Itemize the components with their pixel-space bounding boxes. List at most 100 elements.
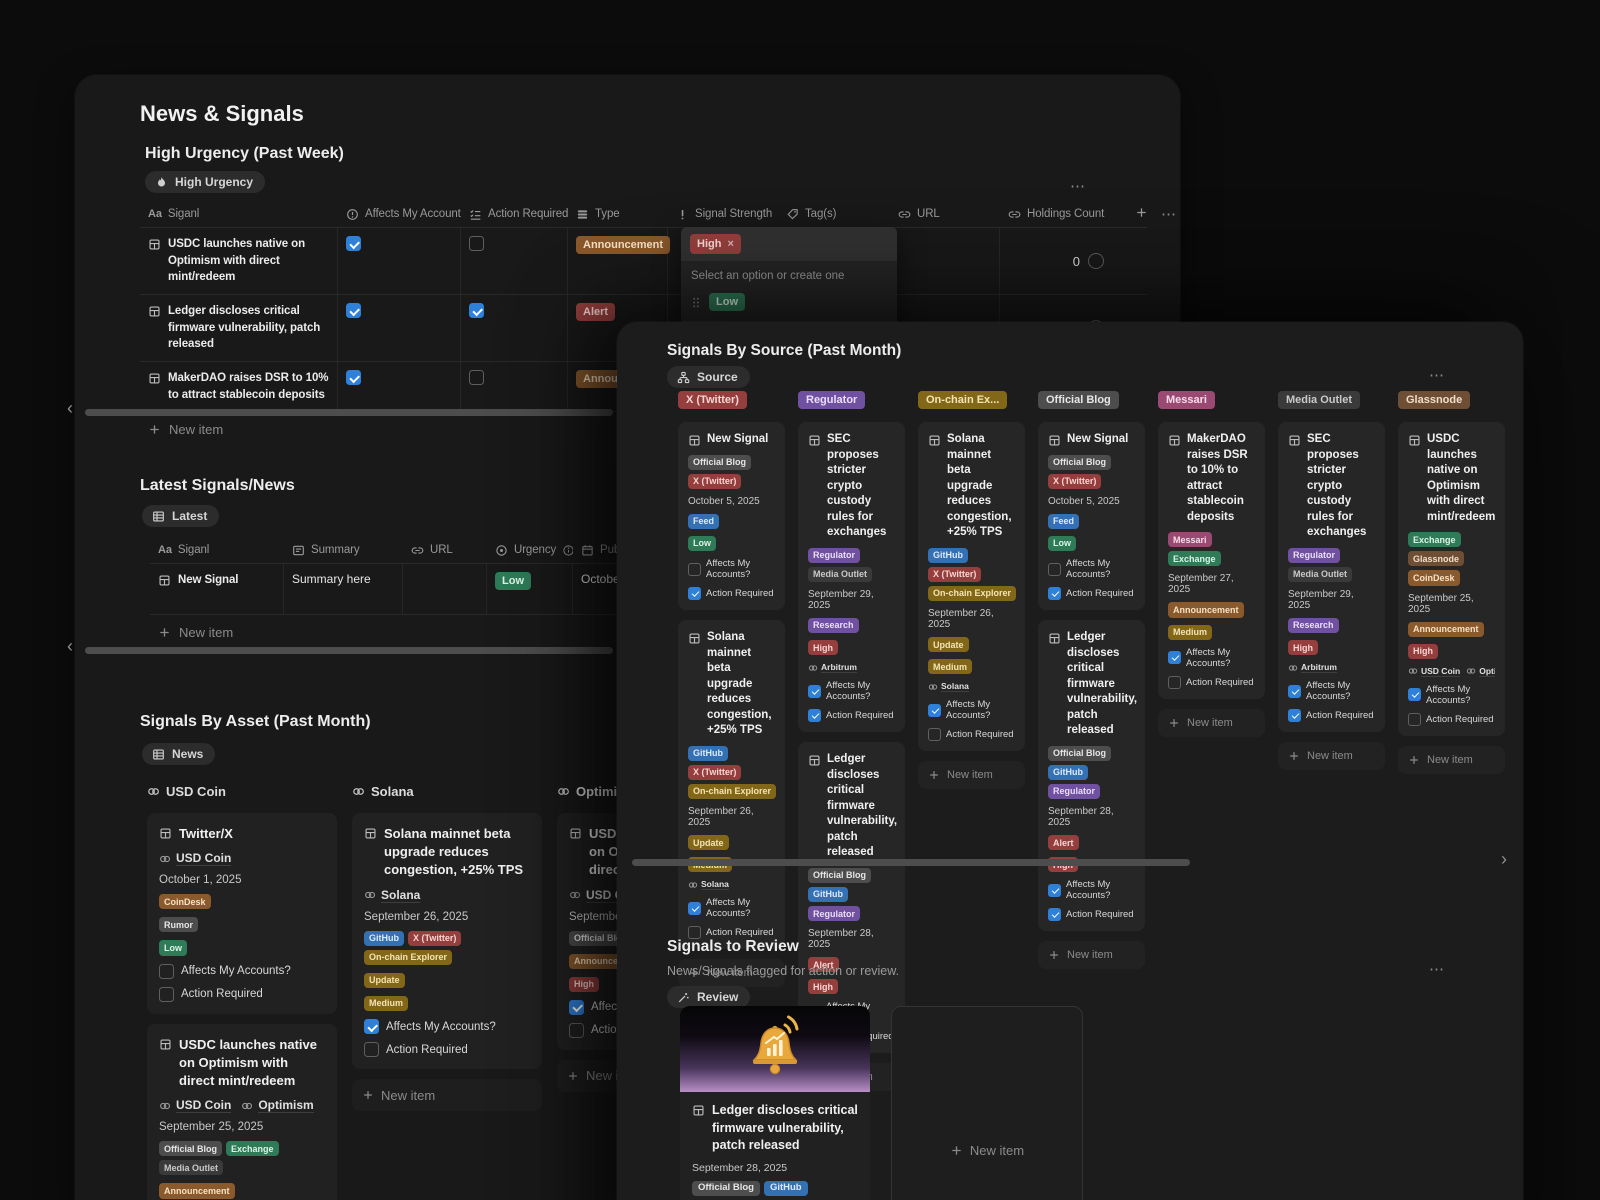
checkbox[interactable]	[469, 370, 484, 386]
column-header[interactable]: Signal Strength	[668, 201, 778, 227]
new-item-button[interactable]: New item	[352, 1079, 542, 1112]
column-header[interactable]: Aa Siganl	[150, 537, 284, 563]
checkbox[interactable]	[1168, 675, 1181, 689]
dropdown-selected-area[interactable]: High ×	[681, 227, 897, 261]
checkbox[interactable]	[1048, 562, 1061, 576]
checkbox[interactable]	[1288, 684, 1301, 698]
column-header[interactable]: Aa Siganl	[140, 201, 338, 227]
column-header[interactable]: Summary	[284, 537, 403, 563]
group-header[interactable]: USD Coin	[147, 781, 337, 801]
scroll-left-icon[interactable]: ‹	[67, 398, 73, 418]
signal-card[interactable]: Twitter/X USD Coin October 1, 2025 CoinDesk…	[147, 813, 337, 1014]
signal-card[interactable]: Ledger discloses critical firmware vulne…	[798, 742, 905, 1054]
checkbox[interactable]	[688, 901, 701, 915]
checkbox[interactable]	[469, 236, 484, 251]
column-header[interactable]: Type	[568, 201, 668, 227]
group-header[interactable]: Messari	[1158, 390, 1265, 410]
relation-link[interactable]: Solana	[928, 681, 969, 693]
row-title[interactable]: Ledger discloses critical firmware vulne…	[140, 295, 338, 362]
row-title[interactable]: MakerDAO raises DSR to 10% to attract st…	[140, 362, 338, 412]
group-header[interactable]: On-chain Ex...	[918, 390, 1025, 410]
group-header[interactable]: Glassnode	[1398, 390, 1505, 410]
section-options-icon[interactable]: ⋯	[1429, 367, 1445, 384]
relation-link[interactable]: Optimism	[241, 1098, 314, 1114]
view-tab-high-urgency[interactable]: High Urgency	[145, 171, 266, 193]
review-card[interactable]: Ledger discloses critical firmware vulne…	[680, 1006, 870, 1200]
section-options-icon[interactable]: ⋯	[1429, 961, 1445, 978]
checkbox[interactable]	[1048, 883, 1061, 897]
new-item-button[interactable]: New item	[678, 959, 785, 988]
signal-card[interactable]: New Signal Official Blog X (Twitter) Octobe…	[678, 422, 785, 611]
checkbox[interactable]	[928, 728, 941, 742]
checkbox[interactable]	[808, 684, 821, 698]
group-header[interactable]: Solana	[352, 781, 542, 801]
signal-card[interactable]: New Signal Official Blog X (Twitter) Octobe…	[1038, 422, 1145, 611]
signal-card[interactable]: USDC launches native on Optimism with di…	[1398, 422, 1505, 736]
checkbox[interactable]	[688, 587, 701, 601]
checkbox[interactable]	[569, 999, 584, 1015]
view-tab-news[interactable]: News	[142, 743, 216, 765]
relation-link[interactable]: Solana	[364, 888, 421, 903]
checkbox[interactable]	[346, 236, 361, 251]
horizontal-scrollbar[interactable]	[85, 647, 613, 654]
checkbox[interactable]	[469, 303, 484, 319]
column-header[interactable]: URL	[890, 201, 1000, 227]
new-item-button[interactable]: New item	[1398, 745, 1505, 774]
new-item-button[interactable]: New item	[140, 412, 1147, 446]
signal-card[interactable]: MakerDAO raises DSR to 10% to attract st…	[1158, 422, 1265, 699]
signal-card[interactable]: Solana mainnet beta upgrade reduces cong…	[918, 422, 1025, 752]
remove-option-icon[interactable]: ×	[727, 237, 734, 250]
checkbox[interactable]	[1048, 587, 1061, 601]
new-item-button[interactable]: New item	[1158, 708, 1265, 737]
horizontal-scrollbar[interactable]	[632, 859, 1190, 866]
relation-link[interactable]: USD Coin	[159, 851, 232, 867]
checkbox[interactable]	[928, 703, 941, 717]
horizontal-scrollbar[interactable]	[85, 409, 613, 416]
checkbox[interactable]	[346, 370, 361, 386]
row-title[interactable]: New Signal	[150, 564, 284, 614]
column-header[interactable]: Urgency	[487, 537, 573, 563]
holdings-ring[interactable]	[1088, 253, 1104, 269]
relation-link[interactable]: Optimism	[1466, 666, 1495, 677]
section-options-icon[interactable]: ⋯	[1070, 178, 1086, 195]
checkbox[interactable]	[569, 1022, 584, 1038]
checkbox[interactable]	[159, 963, 174, 979]
new-item-button[interactable]: New item	[150, 615, 710, 649]
new-item-button[interactable]: New item	[918, 761, 1025, 790]
dropdown-option[interactable]: Low	[681, 285, 897, 319]
signal-card[interactable]: USDC launches native on Optimism with di…	[147, 1023, 337, 1200]
view-tab-review[interactable]: Review	[667, 986, 751, 1008]
column-header[interactable]: Action Required	[461, 201, 568, 227]
group-header[interactable]: Official Blog	[1038, 390, 1145, 410]
signal-card[interactable]: Ledger discloses critical firmware vulne…	[1038, 620, 1145, 932]
checkbox[interactable]	[808, 709, 821, 723]
group-header[interactable]: Regulator	[798, 390, 905, 410]
checkbox[interactable]	[364, 1042, 379, 1058]
signal-card[interactable]: SEC proposes stricter crypto custody rul…	[1278, 422, 1385, 733]
signal-card[interactable]: Solana mainnet beta upgrade reduces cong…	[678, 620, 785, 950]
checkbox[interactable]	[1408, 712, 1421, 726]
checkbox[interactable]	[159, 986, 174, 1002]
column-header[interactable]: Affects My Accounts?	[338, 201, 461, 227]
checkbox[interactable]	[1288, 709, 1301, 723]
relation-link[interactable]: Solana	[688, 879, 729, 891]
relation-link[interactable]: USD Coin	[159, 1098, 232, 1114]
checkbox[interactable]	[1408, 688, 1421, 702]
group-header[interactable]: X (Twitter)	[678, 390, 785, 410]
new-item-button[interactable]: New item	[1038, 941, 1145, 970]
relation-link[interactable]: Arbitrum	[1288, 662, 1337, 674]
scroll-left-icon[interactable]: ‹	[67, 636, 73, 656]
view-tab-source[interactable]: Source	[667, 366, 750, 388]
relation-link[interactable]: USD Coin	[1408, 666, 1461, 677]
relation-link[interactable]: Arbitrum	[808, 662, 857, 674]
new-item-card[interactable]: New item	[891, 1006, 1083, 1200]
signal-card[interactable]: Solana mainnet beta upgrade reduces cong…	[352, 813, 542, 1070]
column-header[interactable]: Tag(s)	[778, 201, 890, 227]
add-column-icon[interactable]	[1135, 206, 1148, 224]
scroll-right-icon[interactable]: ›	[1501, 849, 1507, 869]
new-item-button[interactable]: New item	[1278, 742, 1385, 771]
signal-card[interactable]: SEC proposes stricter crypto custody rul…	[798, 422, 905, 733]
checkbox[interactable]	[1168, 651, 1181, 665]
column-header[interactable]: URL	[403, 537, 487, 563]
checkbox[interactable]	[688, 562, 701, 576]
